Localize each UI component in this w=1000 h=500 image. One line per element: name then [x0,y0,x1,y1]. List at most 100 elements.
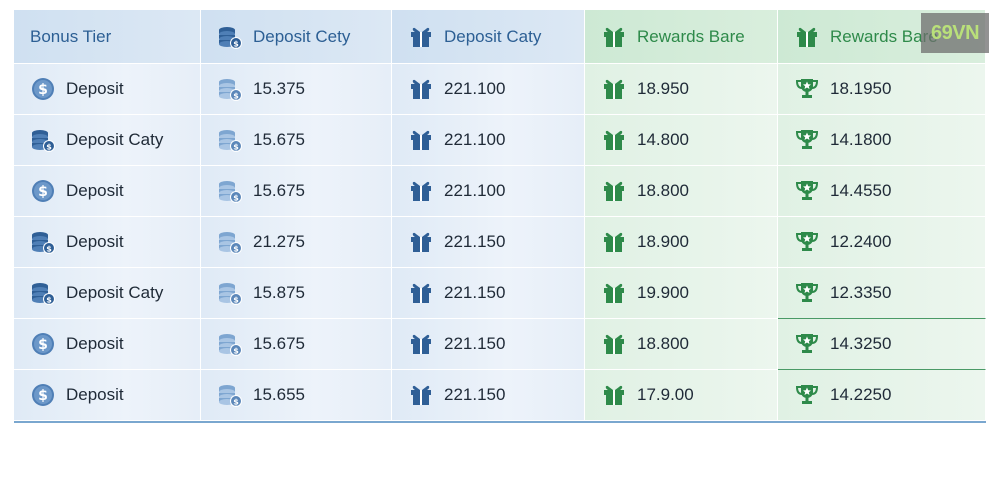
coin-stack-icon [30,280,56,306]
gift-icon [408,331,434,357]
deposit-cety-value: 15.675 [253,130,305,149]
table-row[interactable]: Deposit 21.275 221.150 18.900 12.2400 [14,217,986,268]
dollar-coin-icon [30,76,56,102]
deposit-caty-value: 221.150 [444,232,506,251]
rewards-bare-value: 14.800 [637,130,689,149]
rewards-bare-2-value: 12.2400 [830,232,892,251]
rewards-bare-value: 18.950 [637,79,689,98]
cell-deposit-cety: 15.375 [201,64,392,115]
cell-rewards-bare-2: 14.2250 [778,370,986,421]
cell-rewards-bare-2: 14.3250 [778,319,986,370]
cell-bonus-tier: Deposit [14,217,201,268]
cell-rewards-bare-2: 14.1800 [778,115,986,166]
header-label: Bonus Tier [30,26,112,46]
table-row[interactable]: Deposit 15.375 221.100 18.950 18.1950 [14,64,986,115]
header-label: Rewards Bare [637,26,745,46]
header-label: Deposit Cety [253,26,351,46]
cell-bonus-tier: Deposit Caty [14,268,201,319]
gift-icon [408,127,434,153]
gift-icon [408,382,434,408]
deposit-cety-value: 15.875 [253,283,305,302]
deposit-cety-value: 15.655 [253,385,305,404]
coin-stack-icon [30,229,56,255]
gift-icon [601,178,627,204]
tier-label: Deposit [66,79,124,98]
gift-icon [601,24,627,50]
cell-deposit-cety: 15.655 [201,370,392,421]
rewards-bare-value: 17.9.00 [637,385,694,404]
cell-deposit-caty: 221.100 [392,166,585,217]
coin-stack-icon [217,127,243,153]
table-row[interactable]: Deposit 15.675 221.150 18.800 14.3250 [14,319,986,370]
cell-bonus-tier: Deposit [14,166,201,217]
header-label: Rewards Bare [830,26,938,46]
cell-deposit-caty: 221.100 [392,64,585,115]
cell-deposit-cety: 15.675 [201,166,392,217]
table-row[interactable]: Deposit Caty 15.875 221.150 19.900 12.3350 [14,268,986,319]
cell-bonus-tier: Deposit Caty [14,115,201,166]
rewards-bare-2-value: 18.1950 [830,79,892,98]
dollar-coin-icon [30,331,56,357]
gift-icon [408,24,434,50]
cell-deposit-caty: 221.100 [392,115,585,166]
rewards-bare-2-value: 12.3350 [830,283,892,302]
cell-rewards-bare: 14.800 [585,115,778,166]
coin-stack-icon [217,229,243,255]
cell-rewards-bare-2: 18.1950 [778,64,986,115]
cell-rewards-bare: 17.9.00 [585,370,778,421]
table-row[interactable]: Deposit 15.675 221.100 18.800 14.4550 [14,166,986,217]
gift-icon [601,382,627,408]
cell-deposit-cety: 15.875 [201,268,392,319]
tier-label: Deposit [66,385,124,404]
header-bonus-tier[interactable]: Bonus Tier [14,10,201,64]
trophy-icon [794,76,820,102]
cell-deposit-cety: 15.675 [201,319,392,370]
header-deposit-caty[interactable]: Deposit Caty [392,10,585,64]
cell-rewards-bare: 19.900 [585,268,778,319]
dollar-coin-icon [30,178,56,204]
tier-label: Deposit Caty [66,130,164,149]
tier-label: Deposit [66,334,124,353]
watermark-logo: 69VN [921,13,989,53]
coin-stack-icon [217,24,243,50]
cell-deposit-caty: 221.150 [392,370,585,421]
coin-stack-icon [217,382,243,408]
trophy-icon [794,331,820,357]
deposit-cety-value: 15.675 [253,334,305,353]
cell-rewards-bare-2: 14.4550 [778,166,986,217]
coin-stack-icon [217,76,243,102]
rewards-bare-value: 18.800 [637,181,689,200]
cell-bonus-tier: Deposit [14,370,201,421]
trophy-icon [794,382,820,408]
gift-icon [601,331,627,357]
gift-icon [408,76,434,102]
cell-deposit-caty: 221.150 [392,268,585,319]
header-deposit-cety[interactable]: Deposit Cety [201,10,392,64]
header-label: Deposit Caty [444,26,542,46]
cell-rewards-bare: 18.800 [585,319,778,370]
deposit-cety-value: 21.275 [253,232,305,251]
deposit-caty-value: 221.150 [444,385,506,404]
rewards-bare-2-value: 14.3250 [830,334,892,353]
rewards-bare-2-value: 14.4550 [830,181,892,200]
cell-rewards-bare: 18.950 [585,64,778,115]
cell-rewards-bare: 18.800 [585,166,778,217]
tier-label: Deposit Caty [66,283,164,302]
gift-icon [601,280,627,306]
table-row[interactable]: Deposit 15.655 221.150 17.9.00 14.2250 [14,370,986,421]
rewards-bare-2-value: 14.2250 [830,385,892,404]
cell-rewards-bare-2: 12.3350 [778,268,986,319]
rewards-bare-value: 18.900 [637,232,689,251]
coin-stack-icon [217,331,243,357]
rewards-bare-value: 19.900 [637,283,689,302]
deposit-caty-value: 221.100 [444,79,506,98]
cell-deposit-cety: 15.675 [201,115,392,166]
rewards-bare-2-value: 14.1800 [830,130,892,149]
cell-bonus-tier: Deposit [14,64,201,115]
dollar-coin-icon [30,382,56,408]
header-rewards-bare[interactable]: Rewards Bare [585,10,778,64]
tier-label: Deposit [66,181,124,200]
table-header-row: Bonus Tier Deposit Cety Deposit Caty Rew… [14,10,986,64]
table-row[interactable]: Deposit Caty 15.675 221.100 14.800 14.1800 [14,115,986,166]
gift-icon [601,76,627,102]
